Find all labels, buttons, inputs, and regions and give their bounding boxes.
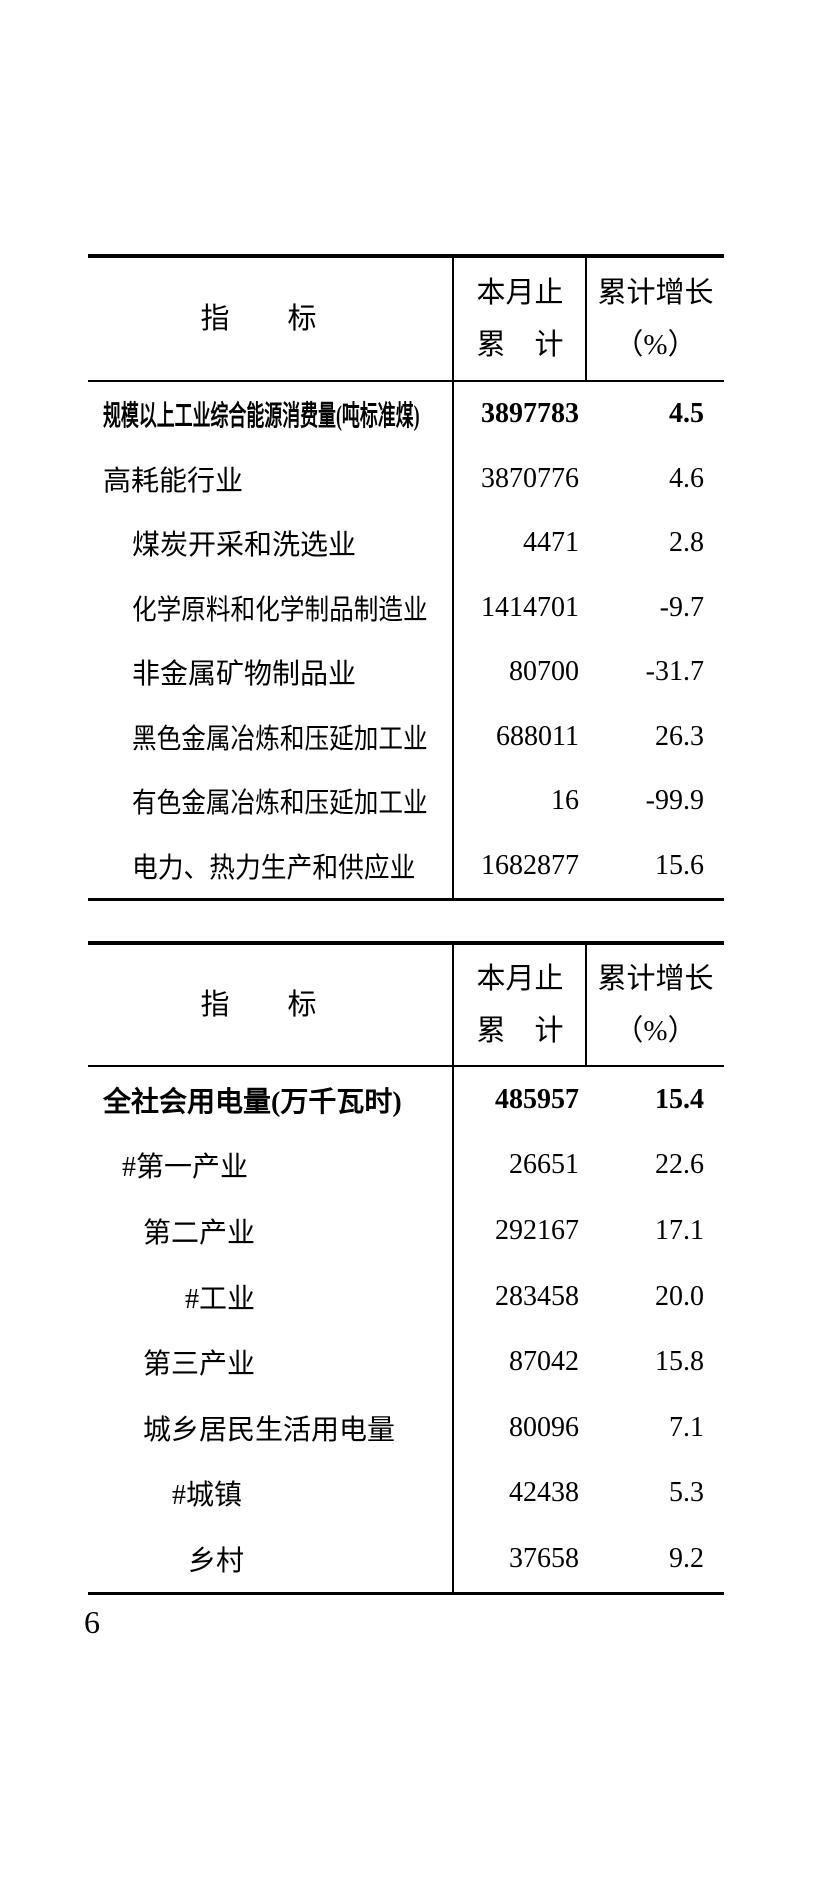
row-label: 化学原料和化学制品制造业 [88,588,453,628]
table-row: 电力、热力生产和供应业 1682877 15.6 [88,834,724,899]
growth-value: 4.5 [669,398,704,430]
row-label: 第二产业 [143,1217,256,1249]
cumulative-value: 485957 [495,1083,579,1115]
row-label: 规模以上工业综合能源消费量(吨标准煤) [88,394,453,434]
growth-value: -99.9 [645,785,704,817]
row-label: 第三产业 [143,1349,256,1381]
table-electricity-consumption: 指 标 本月止 累 计 累计增长 （%） 全社会用电量(万千瓦时) 485957… [88,941,724,1595]
header-indicator: 指 标 [200,989,317,1021]
table-industrial-energy-consumption: 指 标 本月止 累 计 累计增长 （%） 规模以上工业综合能源消费量(吨标准煤)… [88,254,724,901]
header-indicator: 指 标 [200,303,317,335]
growth-value: 22.6 [655,1149,704,1181]
cumulative-value: 3897783 [481,398,579,430]
row-label: #第一产业 [122,1152,249,1184]
header-cumulative: 本月止 累 计 [453,267,587,371]
row-label: #城镇 [172,1480,243,1512]
table-row: 全社会用电量(万千瓦时) 485957 15.4 [88,1067,724,1133]
row-label: 城乡居民生活用电量 [143,1414,396,1446]
row-label: 煤炭开采和洗选业 [132,530,357,562]
table-row: 非金属矿物制品业 80700 -31.7 [88,640,724,705]
row-label: 高耗能行业 [103,465,244,497]
cumulative-value: 16 [551,785,579,817]
column-divider [452,258,454,898]
growth-value: 15.8 [655,1346,704,1378]
row-label: #工业 [185,1283,256,1315]
cumulative-value: 80700 [509,656,579,688]
table-row: #第一产业 26651 22.6 [88,1133,724,1199]
cumulative-value: 292167 [495,1214,579,1246]
header-column-divider [585,945,587,1065]
row-label: 有色金属冶炼和压延加工业 [88,781,453,821]
table-header: 指 标 本月止 累 计 累计增长 （%） [88,258,724,382]
cumulative-value: 87042 [509,1346,579,1378]
column-divider [452,945,454,1592]
header-growth: 累计增长 （%） [587,953,724,1057]
growth-value: 4.6 [669,462,704,494]
growth-value: 15.4 [655,1083,704,1115]
cumulative-value: 1414701 [481,591,579,623]
header-cumulative-line2: 累 计 [476,329,564,361]
header-growth-line1: 累计增长 [597,277,714,309]
page-number: 6 [84,1604,100,1640]
header-cumulative: 本月止 累 计 [453,953,587,1057]
table-row: 第二产业 292167 17.1 [88,1198,724,1264]
row-label-text: 电力、热力生产和供应业 [132,852,416,884]
growth-value: -9.7 [659,591,704,623]
header-growth-line1: 累计增长 [597,963,714,995]
row-label-text: 规模以上工业综合能源消费量(吨标准煤) [103,401,420,433]
growth-value: 5.3 [669,1477,704,1509]
table-row: 城乡居民生活用电量 80096 7.1 [88,1395,724,1461]
growth-value: 2.8 [669,527,704,559]
header-growth: 累计增长 （%） [587,267,724,371]
cumulative-value: 283458 [495,1280,579,1312]
row-label-text: 有色金属冶炼和压延加工业 [132,788,428,820]
cumulative-value: 26651 [509,1149,579,1181]
growth-value: 15.6 [655,849,704,881]
growth-value: 17.1 [655,1214,704,1246]
header-cumulative-line1: 本月止 [476,963,564,995]
row-label: 全社会用电量(万千瓦时) [103,1086,402,1118]
table-row: #工业 283458 20.0 [88,1264,724,1330]
cumulative-value: 80096 [509,1411,579,1443]
row-label: 乡村 [188,1545,245,1577]
row-label: 电力、热力生产和供应业 [88,846,453,886]
growth-value: 26.3 [655,720,704,752]
row-label-text: 化学原料和化学制品制造业 [132,594,428,626]
growth-value: 9.2 [669,1542,704,1574]
table-row: #城镇 42438 5.3 [88,1461,724,1527]
table-row: 高耗能行业 3870776 4.6 [88,447,724,512]
table-row: 有色金属冶炼和压延加工业 16 -99.9 [88,769,724,834]
table-header: 指 标 本月止 累 计 累计增长 （%） [88,945,724,1067]
cumulative-value: 1682877 [481,849,579,881]
table-row: 乡村 37658 9.2 [88,1526,724,1592]
growth-value: -31.7 [645,656,704,688]
row-label-text: 黑色金属冶炼和压延加工业 [132,723,428,755]
header-column-divider [585,258,587,380]
cumulative-value: 37658 [509,1542,579,1574]
table-row: 化学原料和化学制品制造业 1414701 -9.7 [88,576,724,641]
table-row: 第三产业 87042 15.8 [88,1329,724,1395]
header-cumulative-line1: 本月止 [476,277,564,309]
growth-value: 7.1 [669,1411,704,1443]
row-label: 非金属矿物制品业 [132,659,357,691]
header-cumulative-line2: 累 计 [476,1015,564,1047]
table-row: 煤炭开采和洗选业 4471 2.8 [88,511,724,576]
table-row: 规模以上工业综合能源消费量(吨标准煤) 3897783 4.5 [88,382,724,447]
header-growth-line2: （%） [614,329,697,361]
cumulative-value: 4471 [523,527,579,559]
header-growth-line2: （%） [614,1015,697,1047]
cumulative-value: 688011 [496,720,579,752]
cumulative-value: 42438 [509,1477,579,1509]
cumulative-value: 3870776 [481,462,579,494]
growth-value: 20.0 [655,1280,704,1312]
table-row: 黑色金属冶炼和压延加工业 688011 26.3 [88,705,724,770]
row-label: 黑色金属冶炼和压延加工业 [88,717,453,757]
